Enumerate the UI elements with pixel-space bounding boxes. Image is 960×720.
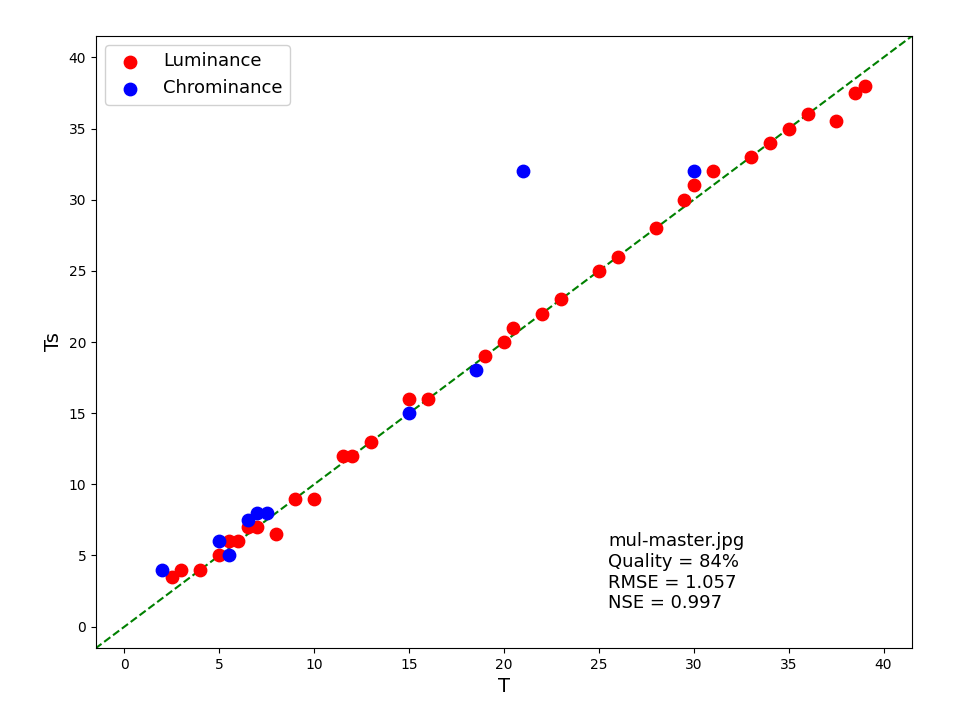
- Luminance: [335, 450, 350, 462]
- Luminance: [553, 294, 568, 305]
- Luminance: [250, 521, 265, 533]
- Y-axis label: Ts: Ts: [44, 333, 63, 351]
- Luminance: [240, 521, 255, 533]
- Luminance: [535, 307, 550, 319]
- Luminance: [477, 351, 492, 362]
- Luminance: [800, 109, 815, 120]
- Luminance: [269, 528, 284, 540]
- Chrominance: [686, 166, 702, 177]
- Luminance: [193, 564, 208, 575]
- Chrominance: [259, 507, 275, 518]
- Luminance: [848, 87, 863, 99]
- Chrominance: [240, 514, 255, 526]
- Chrominance: [516, 166, 531, 177]
- Luminance: [857, 80, 873, 91]
- Luminance: [611, 251, 626, 262]
- Luminance: [828, 116, 844, 127]
- Luminance: [648, 222, 663, 234]
- Text: mul-master.jpg
Quality = 84%
RMSE = 1.057
NSE = 0.997: mul-master.jpg Quality = 84% RMSE = 1.05…: [609, 532, 745, 613]
- Luminance: [364, 436, 379, 447]
- Luminance: [705, 166, 720, 177]
- Luminance: [221, 536, 236, 547]
- Luminance: [401, 393, 417, 405]
- Luminance: [686, 180, 702, 192]
- Luminance: [781, 122, 797, 134]
- Luminance: [288, 492, 303, 504]
- Luminance: [743, 151, 758, 163]
- Luminance: [506, 322, 521, 333]
- Luminance: [677, 194, 692, 205]
- Chrominance: [250, 507, 265, 518]
- Luminance: [591, 265, 607, 276]
- Luminance: [230, 536, 246, 547]
- Chrominance: [155, 564, 170, 575]
- Luminance: [164, 571, 180, 582]
- Chrominance: [401, 408, 417, 419]
- Luminance: [174, 564, 189, 575]
- Luminance: [345, 450, 360, 462]
- Luminance: [496, 336, 512, 348]
- Luminance: [211, 550, 227, 562]
- Chrominance: [211, 536, 227, 547]
- Chrominance: [221, 550, 236, 562]
- Luminance: [306, 492, 322, 504]
- Chrominance: [468, 365, 483, 377]
- Luminance: [420, 393, 436, 405]
- Luminance: [762, 137, 778, 148]
- X-axis label: T: T: [498, 678, 510, 696]
- Legend: Luminance, Chrominance: Luminance, Chrominance: [105, 45, 290, 104]
